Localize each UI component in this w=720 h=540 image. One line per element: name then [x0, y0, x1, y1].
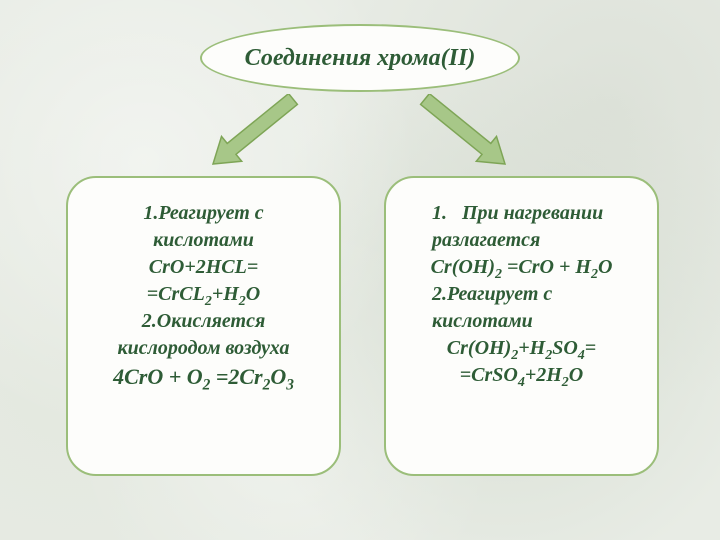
card-line: Cr(OH)2+H2SO4=: [404, 335, 639, 362]
card-line: разлагается: [404, 227, 639, 254]
card-line: кислотами: [404, 308, 639, 335]
card-line: Cr(OH)2 =CrO + H2O: [404, 254, 639, 281]
card-line: кислородом воздуха: [86, 335, 321, 362]
title-text: Соединения хрома(II): [245, 45, 476, 72]
title-oval: Соединения хрома(II): [200, 24, 520, 92]
card-line: CrO+2HCL=: [86, 254, 321, 281]
card-line: 2.Окисляется: [86, 308, 321, 335]
card-line: =CrCL2+H2O: [86, 281, 321, 308]
right-card: 1. При нагреванииразлагаетсяCr(OH)2 =CrO…: [384, 176, 659, 476]
card-line: 1.Реагирует с: [86, 200, 321, 227]
card-line: кислотами: [86, 227, 321, 254]
card-line: 4CrO + O2 =2Cr2O3: [86, 362, 321, 392]
arrow-right: [410, 94, 530, 174]
card-line: 2.Реагирует с: [404, 281, 639, 308]
arrow-left: [188, 94, 308, 174]
left-card: 1.Реагирует скислотамиCrO+2HCL==CrCL2+H2…: [66, 176, 341, 476]
card-line: 1. При нагревании: [404, 200, 639, 227]
card-line: =CrSO4+2H2O: [404, 362, 639, 389]
